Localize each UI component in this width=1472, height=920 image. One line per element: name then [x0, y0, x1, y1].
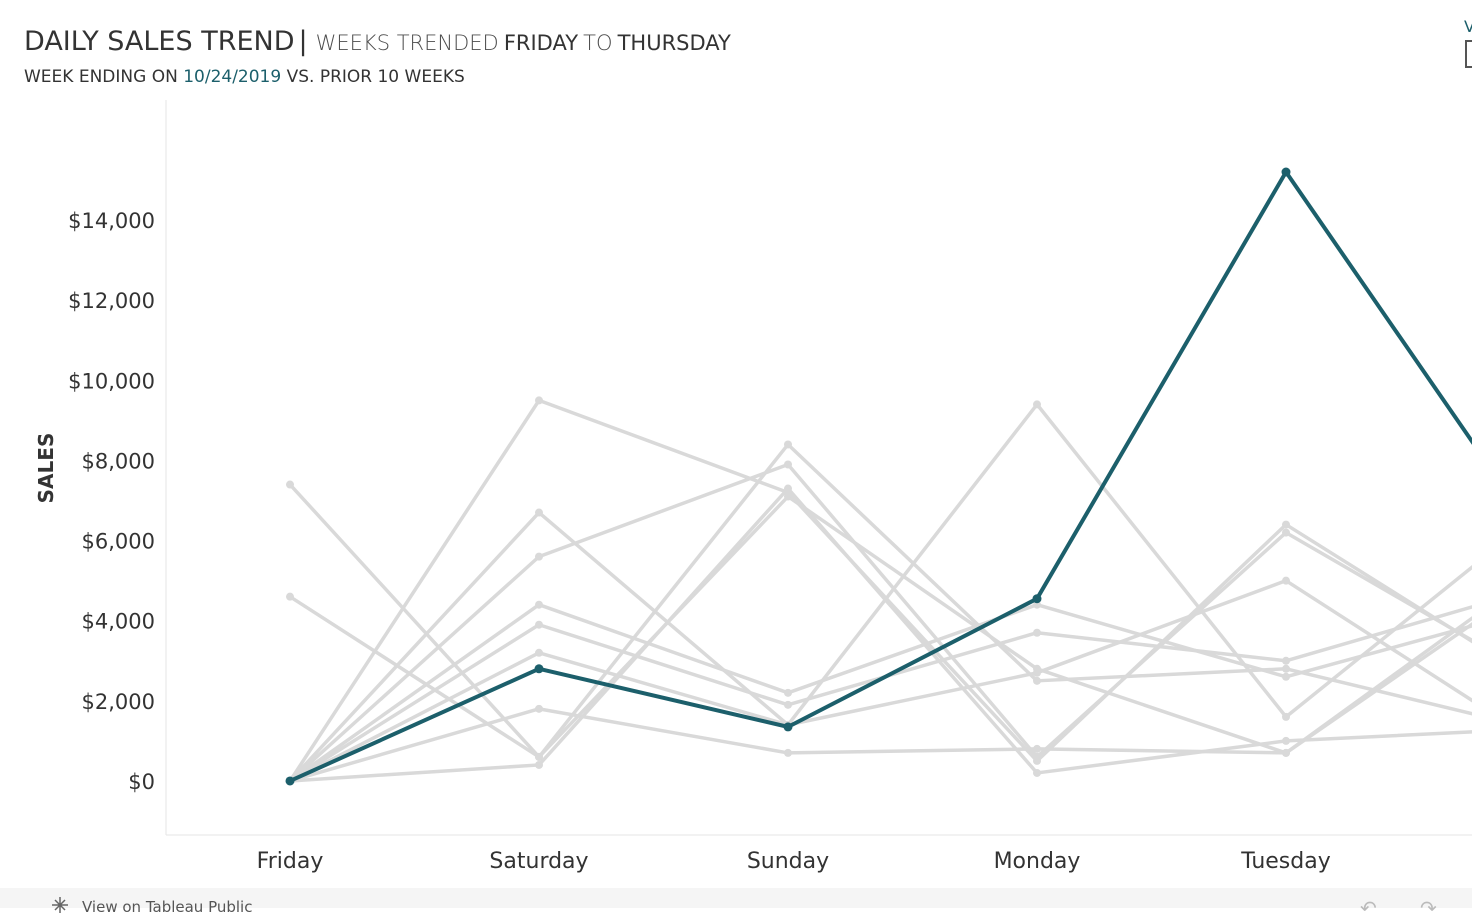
- y-tick-label: $4,000: [82, 610, 155, 634]
- prior-week-data-point[interactable]: [535, 553, 543, 561]
- prior-week-data-point[interactable]: [1033, 629, 1041, 637]
- prior-week-data-point[interactable]: [286, 593, 294, 601]
- prior-week-data-point[interactable]: [784, 440, 792, 448]
- prior-week-data-point[interactable]: [535, 621, 543, 629]
- y-tick-label: $14,000: [68, 209, 155, 233]
- prior-week-data-point[interactable]: [1282, 737, 1290, 745]
- prior-week-data-point[interactable]: [784, 485, 792, 493]
- y-tick-label: $10,000: [68, 369, 155, 393]
- prior-week-data-point[interactable]: [1033, 769, 1041, 777]
- footer-bar: View on Tableau Public: [0, 888, 1472, 908]
- y-tick-label: $8,000: [82, 449, 155, 473]
- line-chart: $0 $2,000 $4,000 $6,000 $8,000 $10,000 $12,000…: [0, 0, 1472, 888]
- prior-week-data-point[interactable]: [784, 689, 792, 697]
- prior-week-data-point[interactable]: [535, 649, 543, 657]
- prior-week-data-point[interactable]: [1033, 745, 1041, 753]
- prior-week-data-point[interactable]: [1282, 529, 1290, 537]
- y-tick-label: $0: [128, 770, 155, 794]
- y-tick-label: $6,000: [82, 530, 155, 554]
- prior-week-data-point[interactable]: [286, 481, 294, 489]
- prior-week-data-point[interactable]: [1282, 577, 1290, 585]
- prior-week-data-point[interactable]: [1282, 521, 1290, 529]
- prior-week-data-point[interactable]: [535, 761, 543, 769]
- current-week-data-point[interactable]: [286, 776, 295, 785]
- prior-week-data-point[interactable]: [1282, 665, 1290, 673]
- prior-week-series-line[interactable]: [290, 605, 1472, 781]
- y-tick-label: $12,000: [68, 289, 155, 313]
- prior-weeks-lines: [286, 396, 1472, 785]
- prior-week-data-point[interactable]: [1282, 673, 1290, 681]
- current-week-data-point[interactable]: [784, 722, 793, 731]
- x-tick-label: Monday: [994, 849, 1081, 874]
- x-tick-label: Tuesday: [1240, 849, 1331, 874]
- prior-week-data-point[interactable]: [1033, 753, 1041, 761]
- y-tick-label: $2,000: [82, 690, 155, 714]
- prior-week-data-point[interactable]: [784, 701, 792, 709]
- prior-week-data-point[interactable]: [1282, 713, 1290, 721]
- prior-week-data-point[interactable]: [1033, 669, 1041, 677]
- prior-week-data-point[interactable]: [1282, 657, 1290, 665]
- x-tick-label: Sunday: [747, 849, 829, 874]
- current-week-data-point[interactable]: [1033, 594, 1042, 603]
- current-week-data-point[interactable]: [1282, 168, 1291, 177]
- x-tick-label: Friday: [257, 849, 324, 874]
- tableau-icon: [50, 895, 70, 915]
- prior-week-data-point[interactable]: [1033, 400, 1041, 408]
- undo-icon[interactable]: ↶: [1360, 896, 1377, 920]
- prior-week-data-point[interactable]: [535, 396, 543, 404]
- prior-week-data-point[interactable]: [535, 509, 543, 517]
- prior-week-series-line[interactable]: [290, 497, 1472, 757]
- y-axis-title: SALES: [34, 433, 58, 504]
- prior-week-data-point[interactable]: [1282, 749, 1290, 757]
- current-week-data-point[interactable]: [535, 664, 544, 673]
- x-tick-label: Saturday: [489, 849, 588, 874]
- prior-week-data-point[interactable]: [535, 601, 543, 609]
- redo-icon[interactable]: ↷: [1420, 896, 1437, 920]
- prior-week-data-point[interactable]: [1033, 677, 1041, 685]
- prior-week-data-point[interactable]: [784, 460, 792, 468]
- view-on-tableau-link[interactable]: View on Tableau Public: [82, 898, 252, 916]
- prior-week-data-point[interactable]: [784, 749, 792, 757]
- prior-week-data-point[interactable]: [535, 705, 543, 713]
